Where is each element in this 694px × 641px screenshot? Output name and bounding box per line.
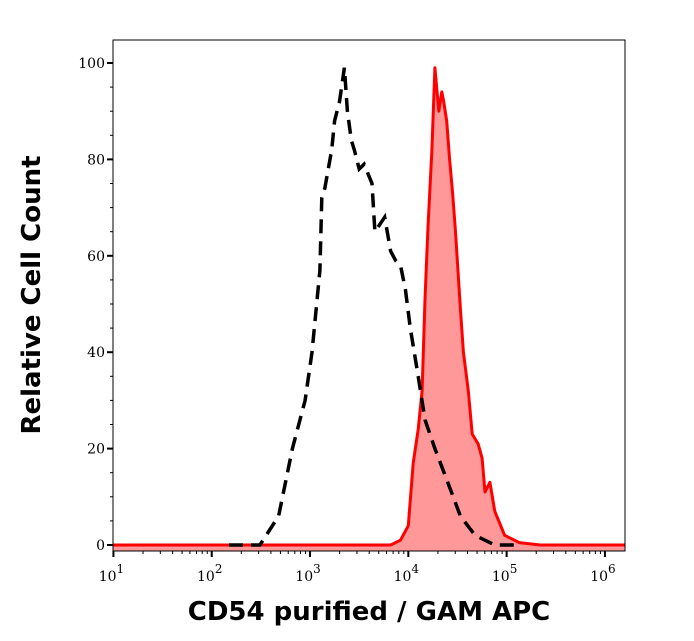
x-tick-label: 103 xyxy=(295,562,320,585)
series-1-fill xyxy=(113,67,626,552)
x-tick-label: 102 xyxy=(197,562,222,585)
y-tick-label: 0 xyxy=(96,538,105,554)
series-0-line xyxy=(229,67,520,547)
y-axis-label: Relative Cell Count xyxy=(17,155,47,434)
x-tick-label: 104 xyxy=(394,562,420,585)
x-tick-label: 106 xyxy=(590,562,615,585)
y-tick-label: 40 xyxy=(87,345,105,361)
y-tick-label: 60 xyxy=(87,249,105,265)
y-tick-label: 20 xyxy=(87,442,105,458)
series-1-line xyxy=(113,66,625,547)
x-axis-label: CD54 purified / GAM APC xyxy=(188,597,551,627)
y-tick-label: 100 xyxy=(78,56,105,72)
y-tick-label: 80 xyxy=(87,152,105,168)
x-tick-label: 101 xyxy=(99,562,124,585)
x-tick-label: 105 xyxy=(492,562,517,585)
plot-frame xyxy=(112,39,626,552)
